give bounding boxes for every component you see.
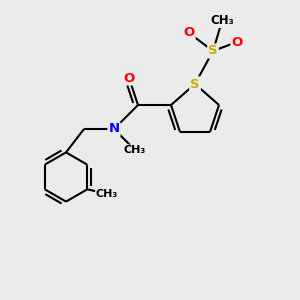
Text: O: O xyxy=(183,26,195,40)
Text: S: S xyxy=(208,44,218,58)
Text: O: O xyxy=(123,71,135,85)
Text: CH₃: CH₃ xyxy=(124,145,146,155)
Text: CH₃: CH₃ xyxy=(96,189,118,199)
Text: CH₃: CH₃ xyxy=(210,14,234,28)
Text: N: N xyxy=(108,122,120,136)
Text: O: O xyxy=(231,35,243,49)
Text: S: S xyxy=(190,77,200,91)
